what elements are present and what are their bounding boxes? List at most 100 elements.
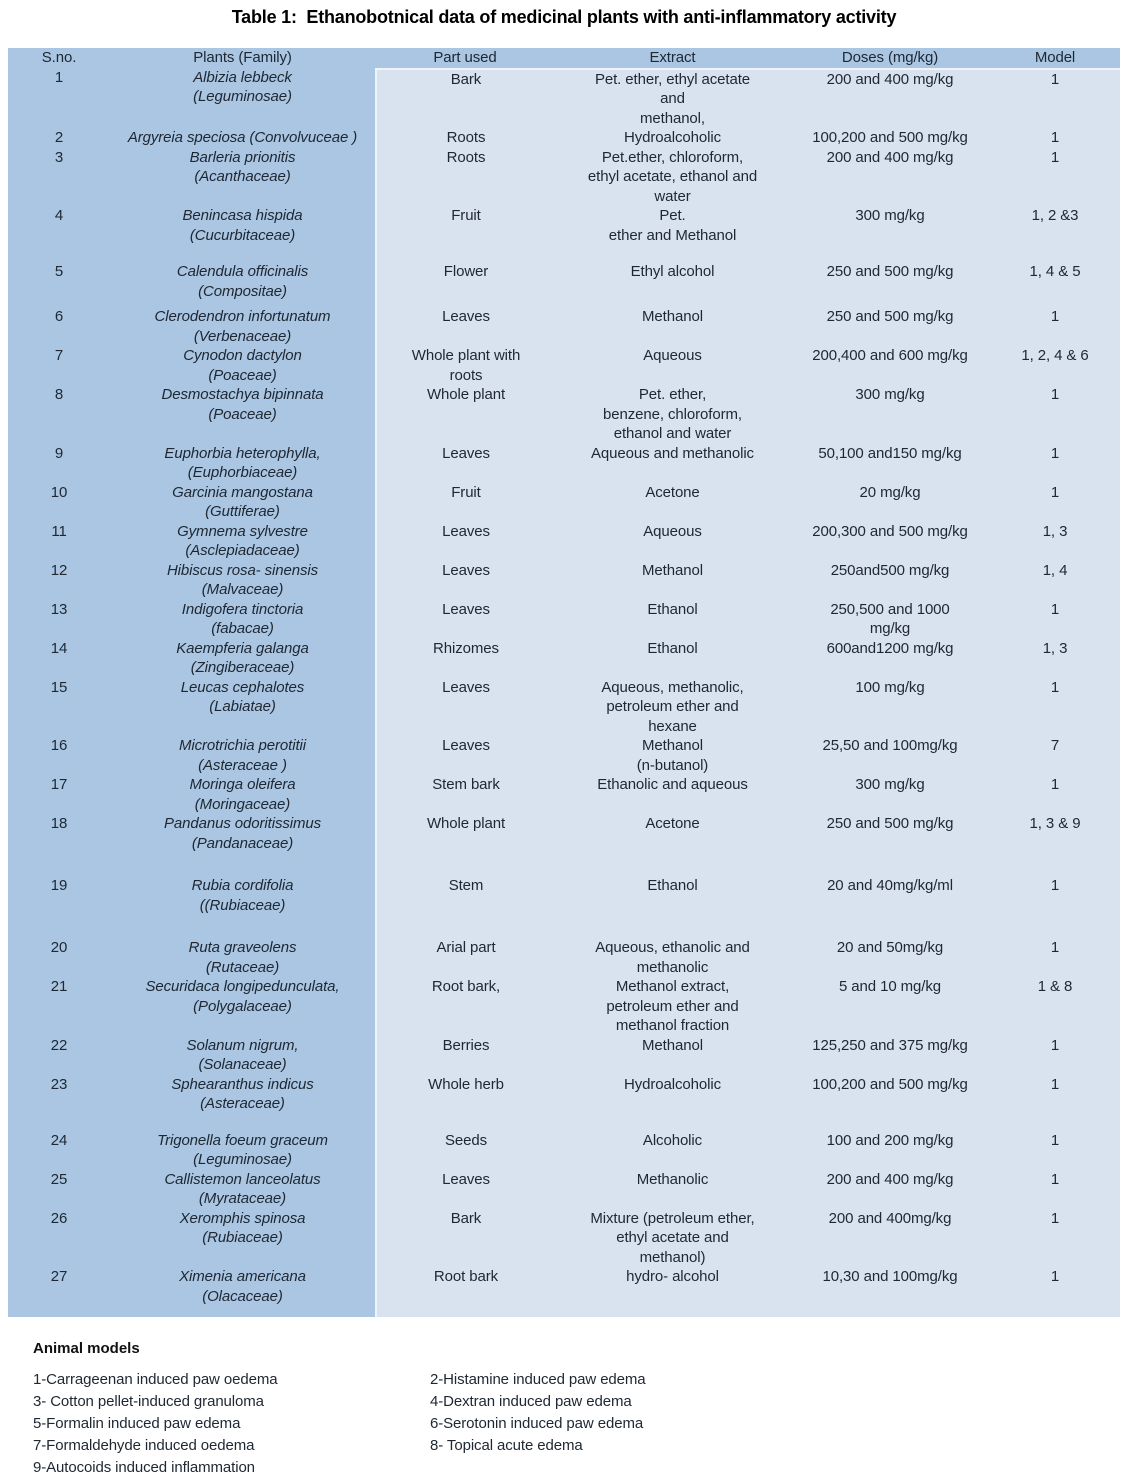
animal-model-item: 1-Carrageenan induced paw oedema [33, 1371, 278, 1388]
header-model: Model [990, 48, 1120, 68]
cell-sno: 15 [8, 677, 110, 736]
table-row: 20 Ruta graveolens (Rutaceae) Arial part Aqu… [8, 938, 1120, 977]
cell-extract: Methanol [555, 307, 790, 346]
animal-model-item: 5-Formalin induced paw edema [33, 1415, 241, 1432]
cell-plant: Garcinia mangostana (Guttiferae) [110, 482, 375, 522]
cell-doses: 50,100 and150 mg/kg [790, 443, 990, 483]
cell-sno: 8 [8, 385, 110, 444]
cell-plant: Rubia cordifolia ((Rubiaceae) [110, 876, 375, 938]
ethnobotanical-table: S.no. Plants (Family) Part used Extract … [8, 48, 1120, 1317]
cell-part: Leaves [375, 677, 555, 736]
cell-model: 1 & 8 [990, 977, 1120, 1036]
cell-part: Leaves [375, 307, 555, 346]
cell-extract: Ethanolic and aqueous [555, 775, 790, 814]
cell-sno: 20 [8, 938, 110, 977]
cell-plant: Clerodendron infortunatum (Verbenaceae) [110, 307, 375, 346]
animal-model-item: 7-Formaldehyde induced oedema [33, 1437, 255, 1454]
cell-sno: 24 [8, 1130, 110, 1170]
cell-doses: 200,300 and 500 mg/kg [790, 521, 990, 561]
cell-doses: 125,250 and 375 mg/kg [790, 1035, 990, 1075]
table-row: 14 Kaempferia galanga (Zingiberaceae) Rhizo… [8, 638, 1120, 678]
table-row: 10 Garcinia mangostana (Guttiferae) Fruit Ac… [8, 482, 1120, 522]
cell-part: Leaves [375, 521, 555, 561]
cell-part: Stem [375, 876, 555, 938]
cell-model: 1, 3 [990, 521, 1120, 561]
cell-sno: 5 [8, 262, 110, 307]
cell-plant: Kaempferia galanga (Zingiberaceae) [110, 638, 375, 678]
cell-part: Leaves [375, 599, 555, 639]
cell-model: 1 [990, 385, 1120, 444]
cell-doses: 200 and 400mg/kg [790, 1208, 990, 1267]
cell-extract: Alcoholic [555, 1130, 790, 1170]
cell-part: Root bark, [375, 977, 555, 1036]
cell-doses: 100,200 and 500 mg/kg [790, 128, 990, 148]
cell-model: 1 [990, 677, 1120, 736]
cell-doses: 250 and 500 mg/kg [790, 307, 990, 346]
cell-sno: 2 [8, 128, 110, 148]
cell-sno: 3 [8, 147, 110, 206]
cell-plant: Barleria prionitis (Acanthaceae) [110, 147, 375, 206]
cell-sno: 7 [8, 346, 110, 385]
cell-model: 1 [990, 443, 1120, 483]
cell-doses: 20 and 40mg/kg/ml [790, 876, 990, 938]
cell-doses: 250and500 mg/kg [790, 560, 990, 600]
cell-extract: Pet. ether and Methanol [555, 206, 790, 262]
cell-part: Whole plant with roots [375, 346, 555, 385]
cell-doses: 100 and 200 mg/kg [790, 1130, 990, 1170]
cell-part: Stem bark [375, 775, 555, 814]
animal-models-heading: Animal models [33, 1340, 140, 1357]
cell-plant: Xeromphis spinosa (Rubiaceae) [110, 1208, 375, 1267]
cell-sno: 4 [8, 206, 110, 262]
cell-doses: 10,30 and 100mg/kg [790, 1267, 990, 1317]
table-title: Table 1: Ethanobotnical data of medicina… [231, 7, 897, 27]
cell-sno: 18 [8, 814, 110, 876]
cell-extract: Aqueous [555, 521, 790, 561]
cell-plant: Microtrichia perotitii (Asteraceae ) [110, 736, 375, 775]
cell-sno: 12 [8, 560, 110, 600]
header-plants-family: Plants (Family) [110, 48, 375, 68]
cell-plant: Moringa oleifera (Moringaceae) [110, 775, 375, 814]
cell-extract: Aqueous [555, 346, 790, 385]
table-row: 3 Barleria prionitis (Acanthaceae) Roots Pet… [8, 147, 1120, 206]
cell-extract: Aqueous, methanolic, petroleum ether and h… [555, 677, 790, 736]
cell-doses: 250 and 500 mg/kg [790, 262, 990, 307]
table-body: 1 Albizia lebbeck (Leguminosae) Bark Pet. et… [8, 67, 1120, 1317]
cell-plant: Pandanus odoritissimus (Pandanaceae) [110, 814, 375, 876]
cell-plant: Euphorbia heterophylla, (Euphorbiaceae) [110, 443, 375, 483]
table-row: 19 Rubia cordifolia ((Rubiaceae) Stem Ethano… [8, 876, 1120, 938]
cell-plant: Callistemon lanceolatus (Myrataceae) [110, 1169, 375, 1209]
cell-plant: Ximenia americana (Olacaceae) [110, 1267, 375, 1317]
cell-plant: Hibiscus rosa- sinensis (Malvaceae) [110, 560, 375, 600]
cell-extract: Pet. ether, ethyl acetate and methanol, [555, 67, 790, 128]
cell-plant: Solanum nigrum, (Solanaceae) [110, 1035, 375, 1075]
cell-part: Whole herb [375, 1074, 555, 1131]
table-row: 7 Cynodon dactylon (Poaceae) Whole plant wi… [8, 346, 1120, 385]
cell-model: 1 [990, 147, 1120, 206]
cell-part: Seeds [375, 1130, 555, 1170]
cell-model: 1 [990, 1035, 1120, 1075]
table-row: 17 Moringa oleifera (Moringaceae) Stem bark… [8, 775, 1120, 814]
cell-part: Arial part [375, 938, 555, 977]
table-row: 16 Microtrichia perotitii (Asteraceae ) Lea… [8, 736, 1120, 775]
table-row: 4 Benincasa hispida (Cucurbitaceae) Fruit Pe… [8, 206, 1120, 262]
cell-part: Roots [375, 128, 555, 148]
cell-extract: Methanol [555, 1035, 790, 1075]
table-row: 13 Indigofera tinctoria (fabacae) Leaves Eth… [8, 599, 1120, 639]
cell-extract: Aqueous, ethanolic and methanolic [555, 938, 790, 977]
cell-model: 1, 3 [990, 638, 1120, 678]
cell-doses: 250,500 and 1000 mg/kg [790, 599, 990, 639]
cell-extract: Acetone [555, 482, 790, 522]
table-row: 8 Desmostachya bipinnata (Poaceae) Whole pl… [8, 385, 1120, 444]
cell-part: Bark [375, 1208, 555, 1267]
animal-model-item: 3- Cotton pellet-induced granuloma [33, 1393, 264, 1410]
cell-part: Leaves [375, 1169, 555, 1209]
cell-doses: 200,400 and 600 mg/kg [790, 346, 990, 385]
cell-part: Roots [375, 147, 555, 206]
table-row: 25 Callistemon lanceolatus (Myrataceae) Lea… [8, 1169, 1120, 1209]
cell-extract: Ethanol [555, 876, 790, 938]
cell-part: Leaves [375, 560, 555, 600]
cell-sno: 10 [8, 482, 110, 522]
table-row: 22 Solanum nigrum, (Solanaceae) Berries Meth… [8, 1035, 1120, 1075]
cell-part: Flower [375, 262, 555, 307]
cell-part: Whole plant [375, 385, 555, 444]
